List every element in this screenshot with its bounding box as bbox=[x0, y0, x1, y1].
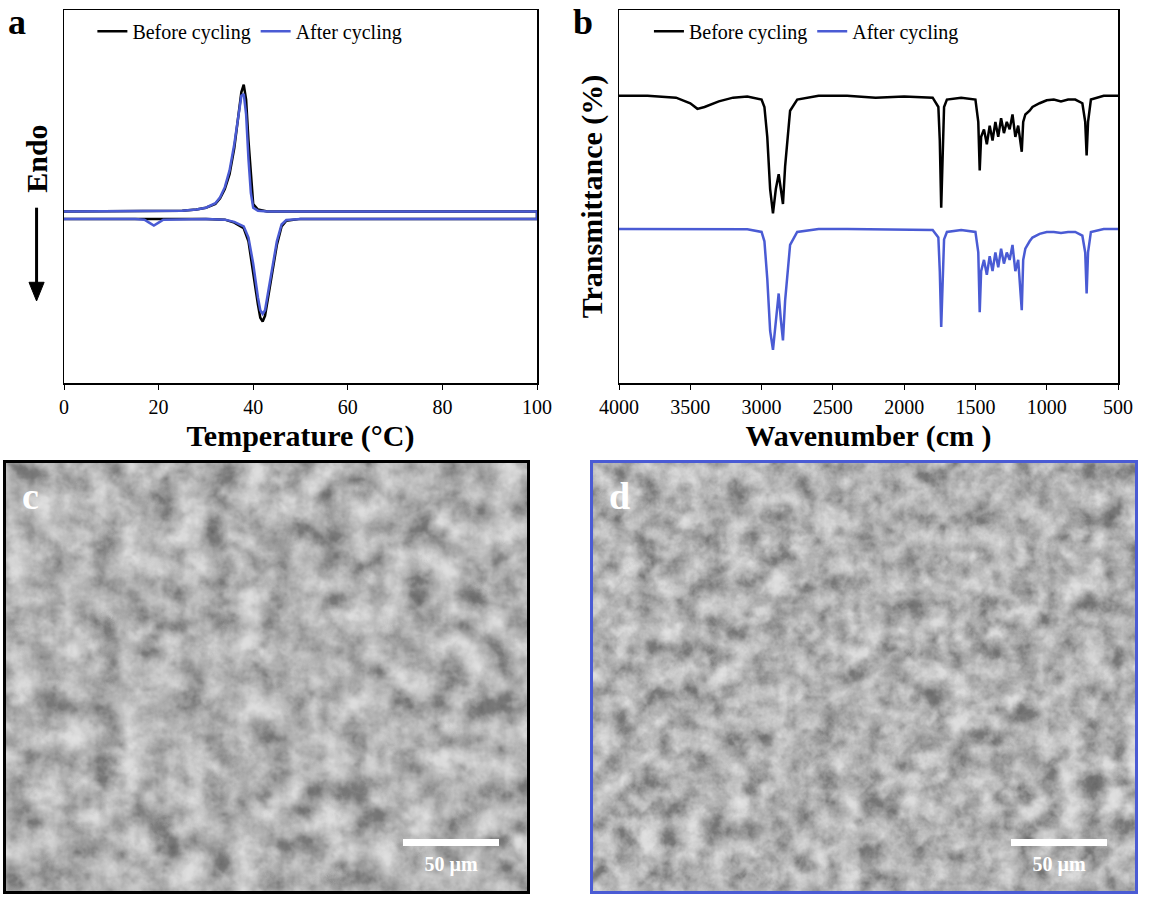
svg-text:Endo: Endo bbox=[20, 124, 53, 192]
svg-text:Before cycling: Before cycling bbox=[689, 21, 807, 44]
svg-text:50 µm: 50 µm bbox=[424, 853, 478, 876]
svg-text:40: 40 bbox=[243, 396, 263, 418]
svg-text:60: 60 bbox=[338, 396, 358, 418]
svg-text:After cycling: After cycling bbox=[296, 21, 402, 44]
svg-text:4000: 4000 bbox=[599, 396, 639, 418]
svg-text:80: 80 bbox=[432, 396, 452, 418]
svg-text:Wavenumber (cm ): Wavenumber (cm ) bbox=[745, 419, 991, 453]
svg-text:2000: 2000 bbox=[884, 396, 924, 418]
svg-text:100: 100 bbox=[522, 396, 552, 418]
svg-text:1000: 1000 bbox=[1027, 396, 1067, 418]
svg-text:Before cycling: Before cycling bbox=[132, 21, 250, 44]
svg-text:500: 500 bbox=[1103, 396, 1133, 418]
svg-text:d: d bbox=[609, 475, 630, 517]
svg-text:20: 20 bbox=[149, 396, 169, 418]
svg-text:3500: 3500 bbox=[670, 396, 710, 418]
svg-text:Transmittance (%): Transmittance (%) bbox=[575, 75, 609, 319]
svg-text:50 µm: 50 µm bbox=[1032, 853, 1086, 876]
svg-text:Temperature (°C): Temperature (°C) bbox=[187, 419, 415, 453]
html-text:b: b bbox=[573, 2, 593, 42]
svg-text:c: c bbox=[22, 475, 39, 517]
svg-text:2500: 2500 bbox=[813, 396, 853, 418]
svg-text:0: 0 bbox=[59, 396, 69, 418]
svg-text:1500: 1500 bbox=[955, 396, 995, 418]
html-text:a: a bbox=[8, 2, 26, 42]
svg-text:After cycling: After cycling bbox=[852, 21, 958, 44]
svg-text:3000: 3000 bbox=[742, 396, 782, 418]
